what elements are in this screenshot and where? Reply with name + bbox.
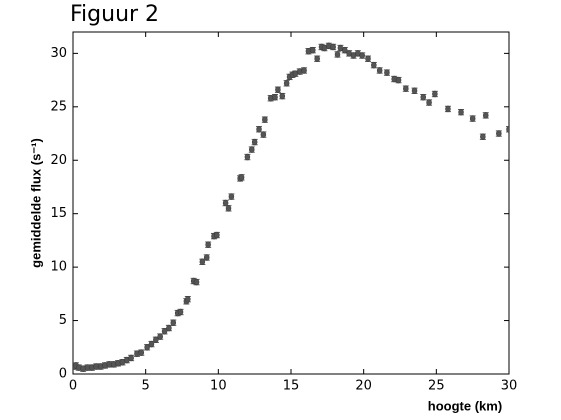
point — [251, 138, 258, 146]
point — [279, 92, 286, 100]
point — [205, 241, 211, 248]
point — [157, 333, 163, 340]
point — [161, 328, 168, 335]
point — [193, 278, 200, 286]
point — [330, 43, 336, 51]
point — [214, 231, 220, 239]
point — [283, 80, 290, 87]
point — [445, 105, 451, 113]
point — [148, 340, 155, 348]
y-tick-label: 20 — [50, 153, 67, 168]
point — [301, 67, 307, 74]
y-tick-label: 0 — [59, 367, 67, 382]
point — [228, 193, 235, 200]
x-tick-label: 10 — [210, 379, 227, 394]
x-tick-label: 25 — [428, 379, 445, 394]
y-tick-label: 30 — [50, 46, 67, 61]
point — [170, 319, 177, 326]
point — [138, 349, 145, 356]
point — [310, 46, 316, 54]
x-axis-label: hoogte (km) — [428, 398, 502, 413]
point — [458, 108, 464, 116]
y-tick-label: 10 — [50, 260, 67, 275]
point — [482, 112, 489, 119]
point — [403, 85, 409, 92]
point — [185, 295, 191, 303]
point — [225, 205, 232, 212]
point — [469, 115, 476, 122]
point — [260, 131, 267, 138]
point — [426, 99, 432, 106]
x-tick-label: 0 — [69, 379, 77, 394]
point — [262, 116, 268, 123]
point — [342, 46, 348, 54]
point — [395, 76, 402, 84]
point — [420, 93, 427, 101]
point — [256, 126, 262, 133]
point — [411, 87, 418, 95]
point — [365, 55, 371, 62]
point — [376, 67, 383, 74]
point — [144, 344, 150, 351]
chart-title: Figuur 2 — [70, 2, 159, 27]
x-tick-label: 30 — [501, 379, 518, 394]
point — [249, 146, 255, 153]
point — [371, 61, 377, 69]
x-tick-label: 20 — [355, 379, 372, 394]
point — [177, 308, 184, 316]
y-tick-label: 25 — [50, 99, 67, 114]
error-bar — [506, 126, 509, 133]
point — [153, 336, 159, 344]
point — [244, 153, 251, 161]
y-tick-label: 5 — [59, 313, 67, 328]
point — [272, 93, 278, 101]
point — [384, 69, 390, 76]
point — [128, 354, 134, 362]
point — [166, 324, 172, 332]
point — [203, 254, 210, 261]
y-axis-label: gemiddelde flux (s⁻¹) — [28, 138, 43, 268]
plot-frame — [72, 31, 510, 375]
point — [432, 90, 438, 98]
x-tick-label: 5 — [142, 379, 150, 394]
x-tick-label: 15 — [283, 379, 300, 394]
point — [480, 133, 486, 140]
point — [275, 86, 281, 93]
point — [238, 174, 245, 181]
y-tick-label: 15 — [50, 206, 67, 221]
point — [359, 52, 365, 59]
point — [496, 130, 502, 137]
point — [314, 55, 320, 62]
point — [199, 258, 206, 266]
point — [506, 126, 509, 133]
point — [222, 199, 229, 207]
point — [334, 51, 341, 58]
